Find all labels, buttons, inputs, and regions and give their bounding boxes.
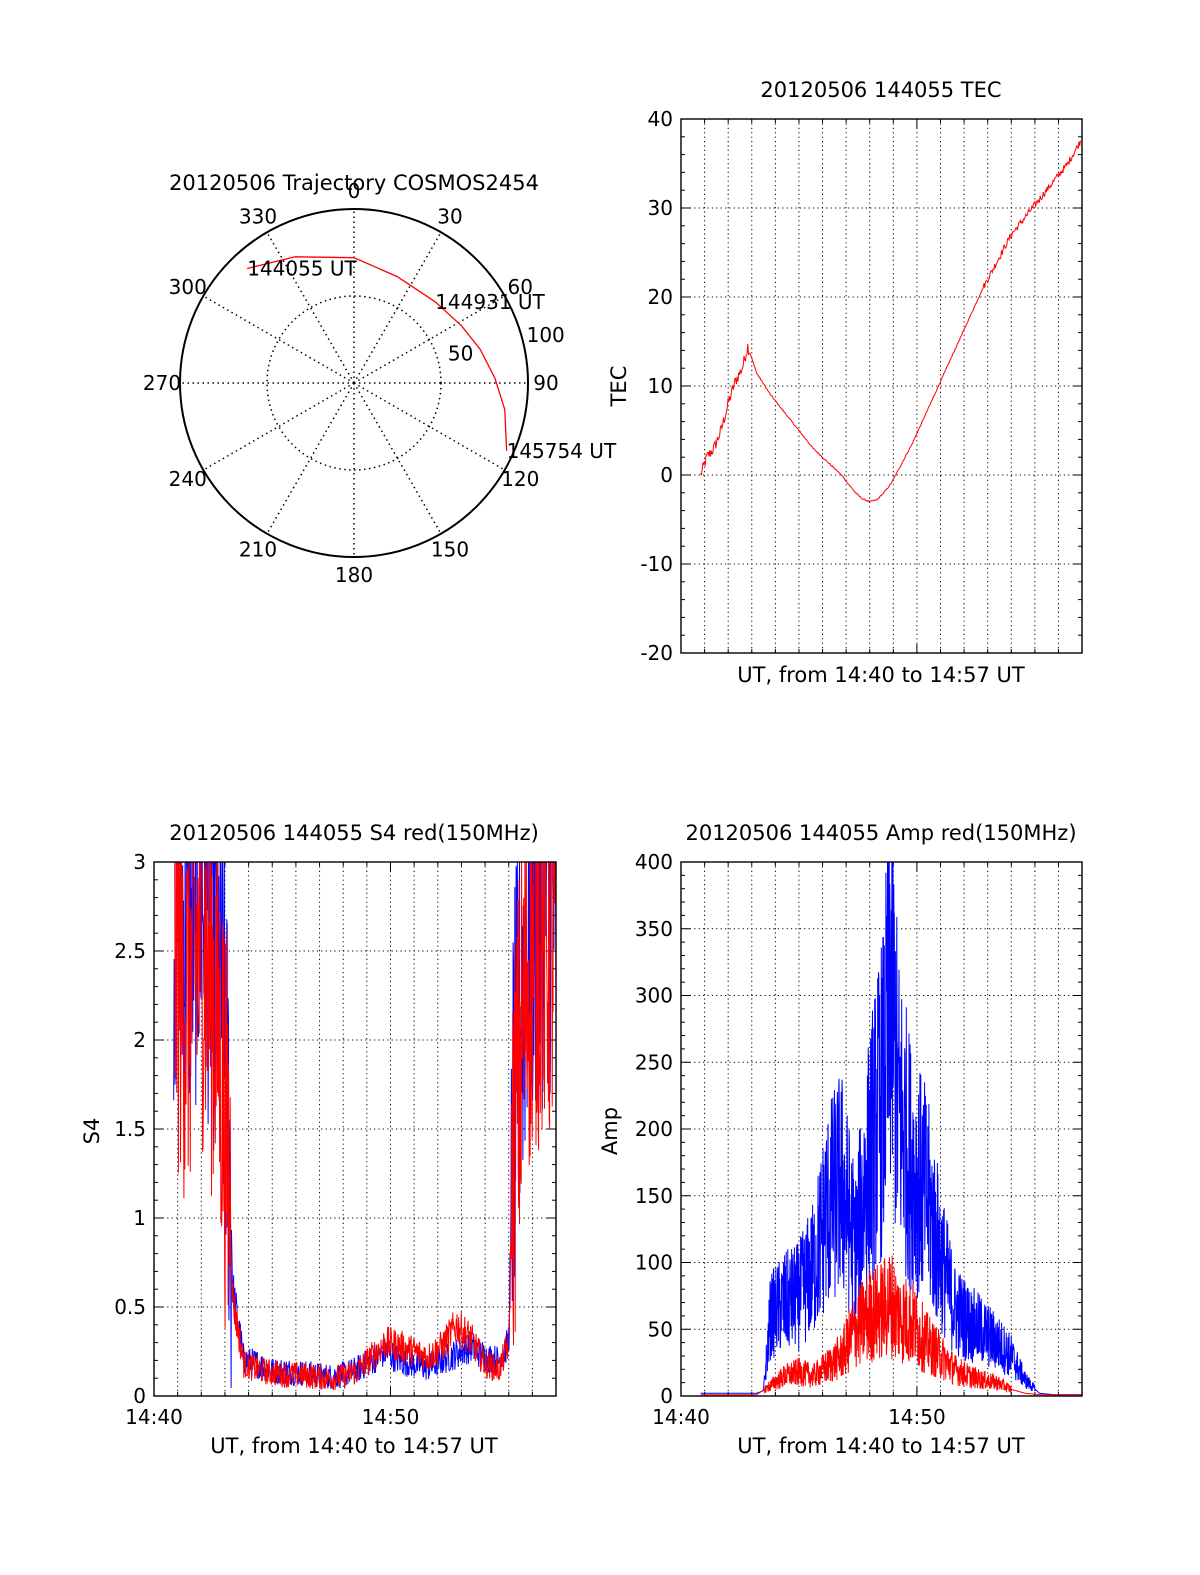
- polar-grid: [179, 208, 529, 558]
- y-tick-label: 1: [133, 1206, 146, 1230]
- y-tick-label: 30: [648, 196, 673, 220]
- x-tick-label: 14:50: [362, 1405, 420, 1429]
- s4-xlabel: UT, from 14:40 to 14:57 UT: [210, 1434, 498, 1458]
- y-tick-label: -10: [640, 552, 673, 576]
- y-tick-label: 400: [635, 850, 673, 874]
- amp-plot-area: 0 50 100 150 200 250 300 350 400 14:40 14:50: [635, 850, 1083, 1429]
- polar-azimuth-label: 180: [335, 563, 373, 587]
- x-tick-label: 14:50: [888, 1405, 946, 1429]
- y-tick-label: 20: [648, 285, 673, 309]
- polar-title: 20120506 Trajectory COSMOS2454: [169, 171, 539, 195]
- y-tick-label: 150: [635, 1184, 673, 1208]
- series-line: [174, 862, 556, 1391]
- polar-spoke: [353, 382, 506, 471]
- polar-ring-50: [266, 295, 442, 471]
- polar-azimuth-label: 330: [239, 205, 277, 229]
- polar-azimuth-label: 60: [508, 275, 533, 299]
- polar-spoke: [353, 382, 442, 535]
- s4-panel: 20120506 144055 S4 red(150MHz) 0 0.5 1 1.5 2…: [80, 821, 557, 1458]
- polar-spoke: [266, 231, 355, 384]
- polar-spoke: [353, 295, 506, 384]
- polar-outer-circle: [179, 208, 529, 558]
- y-tick-label: 250: [635, 1050, 673, 1074]
- polar-radial-label: 100: [527, 323, 565, 347]
- tec-title: 20120506 144055 TEC: [760, 78, 1001, 102]
- y-tick-label: 50: [648, 1317, 673, 1341]
- polar-trajectory-line: [247, 256, 508, 451]
- polar-azimuth-label: 120: [501, 467, 539, 491]
- polar-spoke: [266, 382, 355, 535]
- polar-azimuth-label: 90: [533, 371, 558, 395]
- s4-plot-area: 0 0.5 1 1.5 2 2.5 3 14:40 14:50: [114, 850, 557, 1429]
- polar-azimuth-label: 0: [348, 179, 361, 203]
- polar-spoke: [202, 295, 355, 384]
- polar-azimuth-label: 270: [143, 371, 181, 395]
- s4-ylabel: S4: [80, 1118, 104, 1145]
- y-tick-label: 100: [635, 1251, 673, 1275]
- amp-xlabel: UT, from 14:40 to 14:57 UT: [737, 1434, 1025, 1458]
- amp-ylabel: Amp: [598, 1107, 622, 1155]
- y-tick-label: 2.5: [114, 939, 146, 963]
- polar-azimuth-label: 30: [437, 205, 462, 229]
- tec-ylabel: TEC: [607, 366, 631, 408]
- y-tick-label: 0.5: [114, 1295, 146, 1319]
- amp-panel: 20120506 144055 Amp red(150MHz) 0 50 100 15…: [598, 821, 1083, 1458]
- polar-azimuth-label: 300: [169, 275, 207, 299]
- s4-title: 20120506 144055 S4 red(150MHz): [169, 821, 539, 845]
- y-tick-label: 0: [660, 463, 673, 487]
- polar-azimuth-label: 150: [431, 537, 469, 561]
- series-line: [700, 140, 1081, 503]
- polar-radial-label: 50: [448, 341, 473, 365]
- y-tick-label: 350: [635, 917, 673, 941]
- polar-annotations: 144055 UT 144931 UT 145754 UT: [247, 256, 617, 462]
- y-tick-label: 40: [648, 107, 673, 131]
- y-tick-label: 3: [133, 850, 146, 874]
- amp-title: 20120506 144055 Amp red(150MHz): [685, 821, 1076, 845]
- polar-azimuth-label: 210: [239, 537, 277, 561]
- y-tick-label: 0: [660, 1384, 673, 1408]
- polar-annotation: 144055 UT: [247, 256, 357, 280]
- polar-panel: 20120506 Trajectory COSMOS2454 0 30 60 90 12…: [143, 171, 617, 587]
- polar-spoke: [353, 231, 442, 384]
- tec-panel: 20120506 144055 TEC -20 -10 0 10 20 30 40 UT, …: [607, 78, 1083, 687]
- x-tick-label: 14:40: [125, 1405, 183, 1429]
- plot-frame: [680, 861, 1083, 1397]
- polar-annotation: 144931 UT: [435, 290, 545, 314]
- plot-frame: [680, 118, 1083, 654]
- polar-annotation: 145754 UT: [507, 439, 617, 463]
- tec-xlabel: UT, from 14:40 to 14:57 UT: [737, 663, 1025, 687]
- y-tick-label: 0: [133, 1384, 146, 1408]
- y-tick-label: 2: [133, 1028, 146, 1052]
- y-tick-label: -20: [640, 641, 673, 665]
- y-tick-label: 300: [635, 984, 673, 1008]
- y-tick-label: 1.5: [114, 1117, 146, 1141]
- polar-trajectory: [247, 256, 508, 451]
- polar-radial-labels: 50 100: [448, 323, 565, 365]
- tec-plot-area: -20 -10 0 10 20 30 40: [640, 107, 1083, 665]
- y-tick-label: 200: [635, 1117, 673, 1141]
- series-line: [700, 862, 1082, 1396]
- series-line: [700, 1255, 1082, 1396]
- y-tick-label: 10: [648, 374, 673, 398]
- polar-spoke: [202, 382, 355, 471]
- series-line: [173, 862, 556, 1389]
- x-tick-label: 14:40: [652, 1405, 710, 1429]
- polar-azimuth-labels: 0 30 60 90 120 150 180 210 240 270 300 330: [143, 179, 559, 587]
- plot-frame: [153, 861, 557, 1397]
- polar-azimuth-label: 240: [169, 467, 207, 491]
